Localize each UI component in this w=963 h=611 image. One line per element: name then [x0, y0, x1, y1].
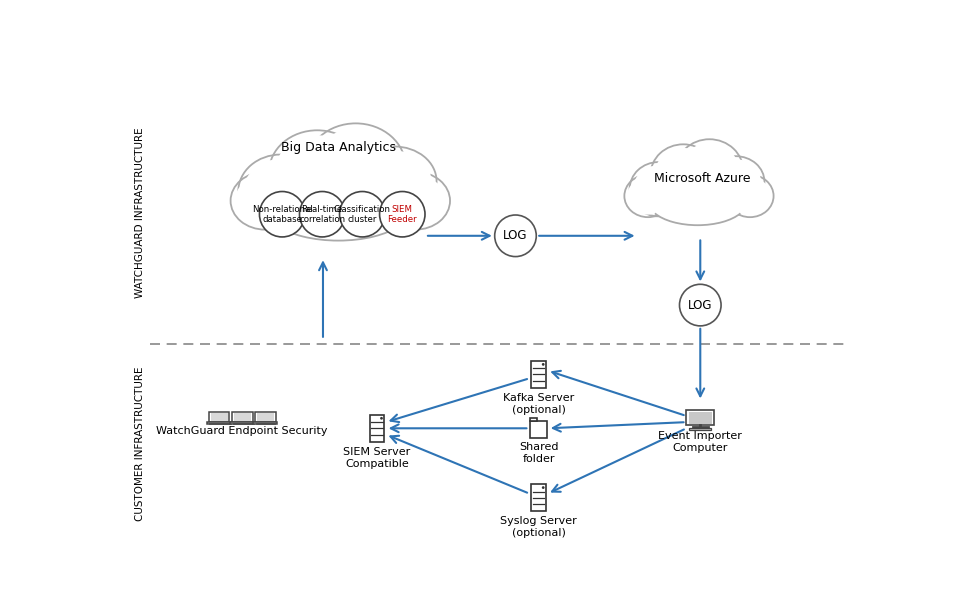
Ellipse shape [680, 143, 740, 200]
Ellipse shape [230, 172, 299, 230]
Text: LOG: LOG [688, 299, 713, 312]
Circle shape [299, 191, 345, 237]
Ellipse shape [633, 166, 684, 213]
Polygon shape [532, 361, 546, 388]
Ellipse shape [729, 177, 770, 214]
Polygon shape [689, 412, 712, 423]
Ellipse shape [651, 144, 716, 205]
Ellipse shape [630, 162, 688, 216]
Ellipse shape [380, 172, 450, 230]
Ellipse shape [266, 177, 410, 241]
Ellipse shape [711, 159, 761, 204]
Circle shape [495, 215, 536, 257]
Polygon shape [530, 421, 547, 438]
Ellipse shape [707, 156, 765, 207]
Text: Non-relational
database: Non-relational database [251, 205, 313, 224]
Circle shape [380, 417, 383, 420]
Text: Event Importer
Computer: Event Importer Computer [659, 431, 742, 453]
Ellipse shape [266, 177, 410, 241]
Text: SIEM Server
Compatible: SIEM Server Compatible [343, 447, 410, 469]
Circle shape [680, 284, 721, 326]
Ellipse shape [385, 175, 446, 226]
Polygon shape [687, 410, 715, 425]
Polygon shape [209, 412, 229, 422]
Text: Classification
cluster: Classification cluster [334, 205, 391, 224]
Ellipse shape [238, 155, 323, 229]
Polygon shape [257, 413, 273, 421]
Ellipse shape [648, 178, 746, 225]
Text: SIEM
Feeder: SIEM Feeder [387, 205, 417, 224]
Polygon shape [253, 422, 277, 425]
Polygon shape [234, 413, 250, 421]
Ellipse shape [675, 139, 743, 203]
Text: Shared
folder: Shared folder [519, 442, 559, 464]
Circle shape [379, 191, 425, 237]
Ellipse shape [305, 123, 405, 211]
Polygon shape [370, 415, 384, 442]
Text: Big Data Analytics: Big Data Analytics [281, 141, 396, 154]
Ellipse shape [312, 129, 400, 206]
Ellipse shape [627, 177, 668, 214]
Text: WATCHGUARD INFRASTRUCTURE: WATCHGUARD INFRASTRUCTURE [135, 127, 144, 298]
Polygon shape [690, 428, 711, 430]
Ellipse shape [235, 175, 296, 226]
Ellipse shape [244, 159, 318, 224]
Ellipse shape [726, 175, 773, 217]
Polygon shape [207, 422, 231, 425]
Text: WatchGuard Endpoint Security: WatchGuard Endpoint Security [156, 426, 327, 436]
Ellipse shape [351, 147, 436, 216]
Text: Real-time
correlation: Real-time correlation [299, 205, 346, 224]
Polygon shape [230, 422, 254, 425]
Text: Kafka Server
(optional): Kafka Server (optional) [503, 393, 574, 415]
Text: CUSTOMER INFRASTRUCTURE: CUSTOMER INFRASTRUCTURE [135, 367, 144, 521]
Ellipse shape [269, 130, 365, 213]
Text: LOG: LOG [504, 229, 528, 243]
Polygon shape [211, 413, 227, 421]
Polygon shape [232, 412, 252, 422]
Ellipse shape [655, 148, 712, 202]
Ellipse shape [624, 175, 671, 217]
Circle shape [542, 486, 545, 489]
Ellipse shape [274, 135, 359, 208]
Circle shape [542, 363, 545, 366]
Ellipse shape [357, 151, 431, 211]
Text: Microsoft Azure: Microsoft Azure [654, 172, 750, 185]
Circle shape [340, 191, 385, 237]
Polygon shape [532, 484, 546, 511]
Text: Syslog Server
(optional): Syslog Server (optional) [500, 516, 577, 538]
Polygon shape [530, 419, 537, 421]
Polygon shape [255, 412, 275, 422]
Ellipse shape [648, 178, 746, 225]
Circle shape [259, 191, 305, 237]
